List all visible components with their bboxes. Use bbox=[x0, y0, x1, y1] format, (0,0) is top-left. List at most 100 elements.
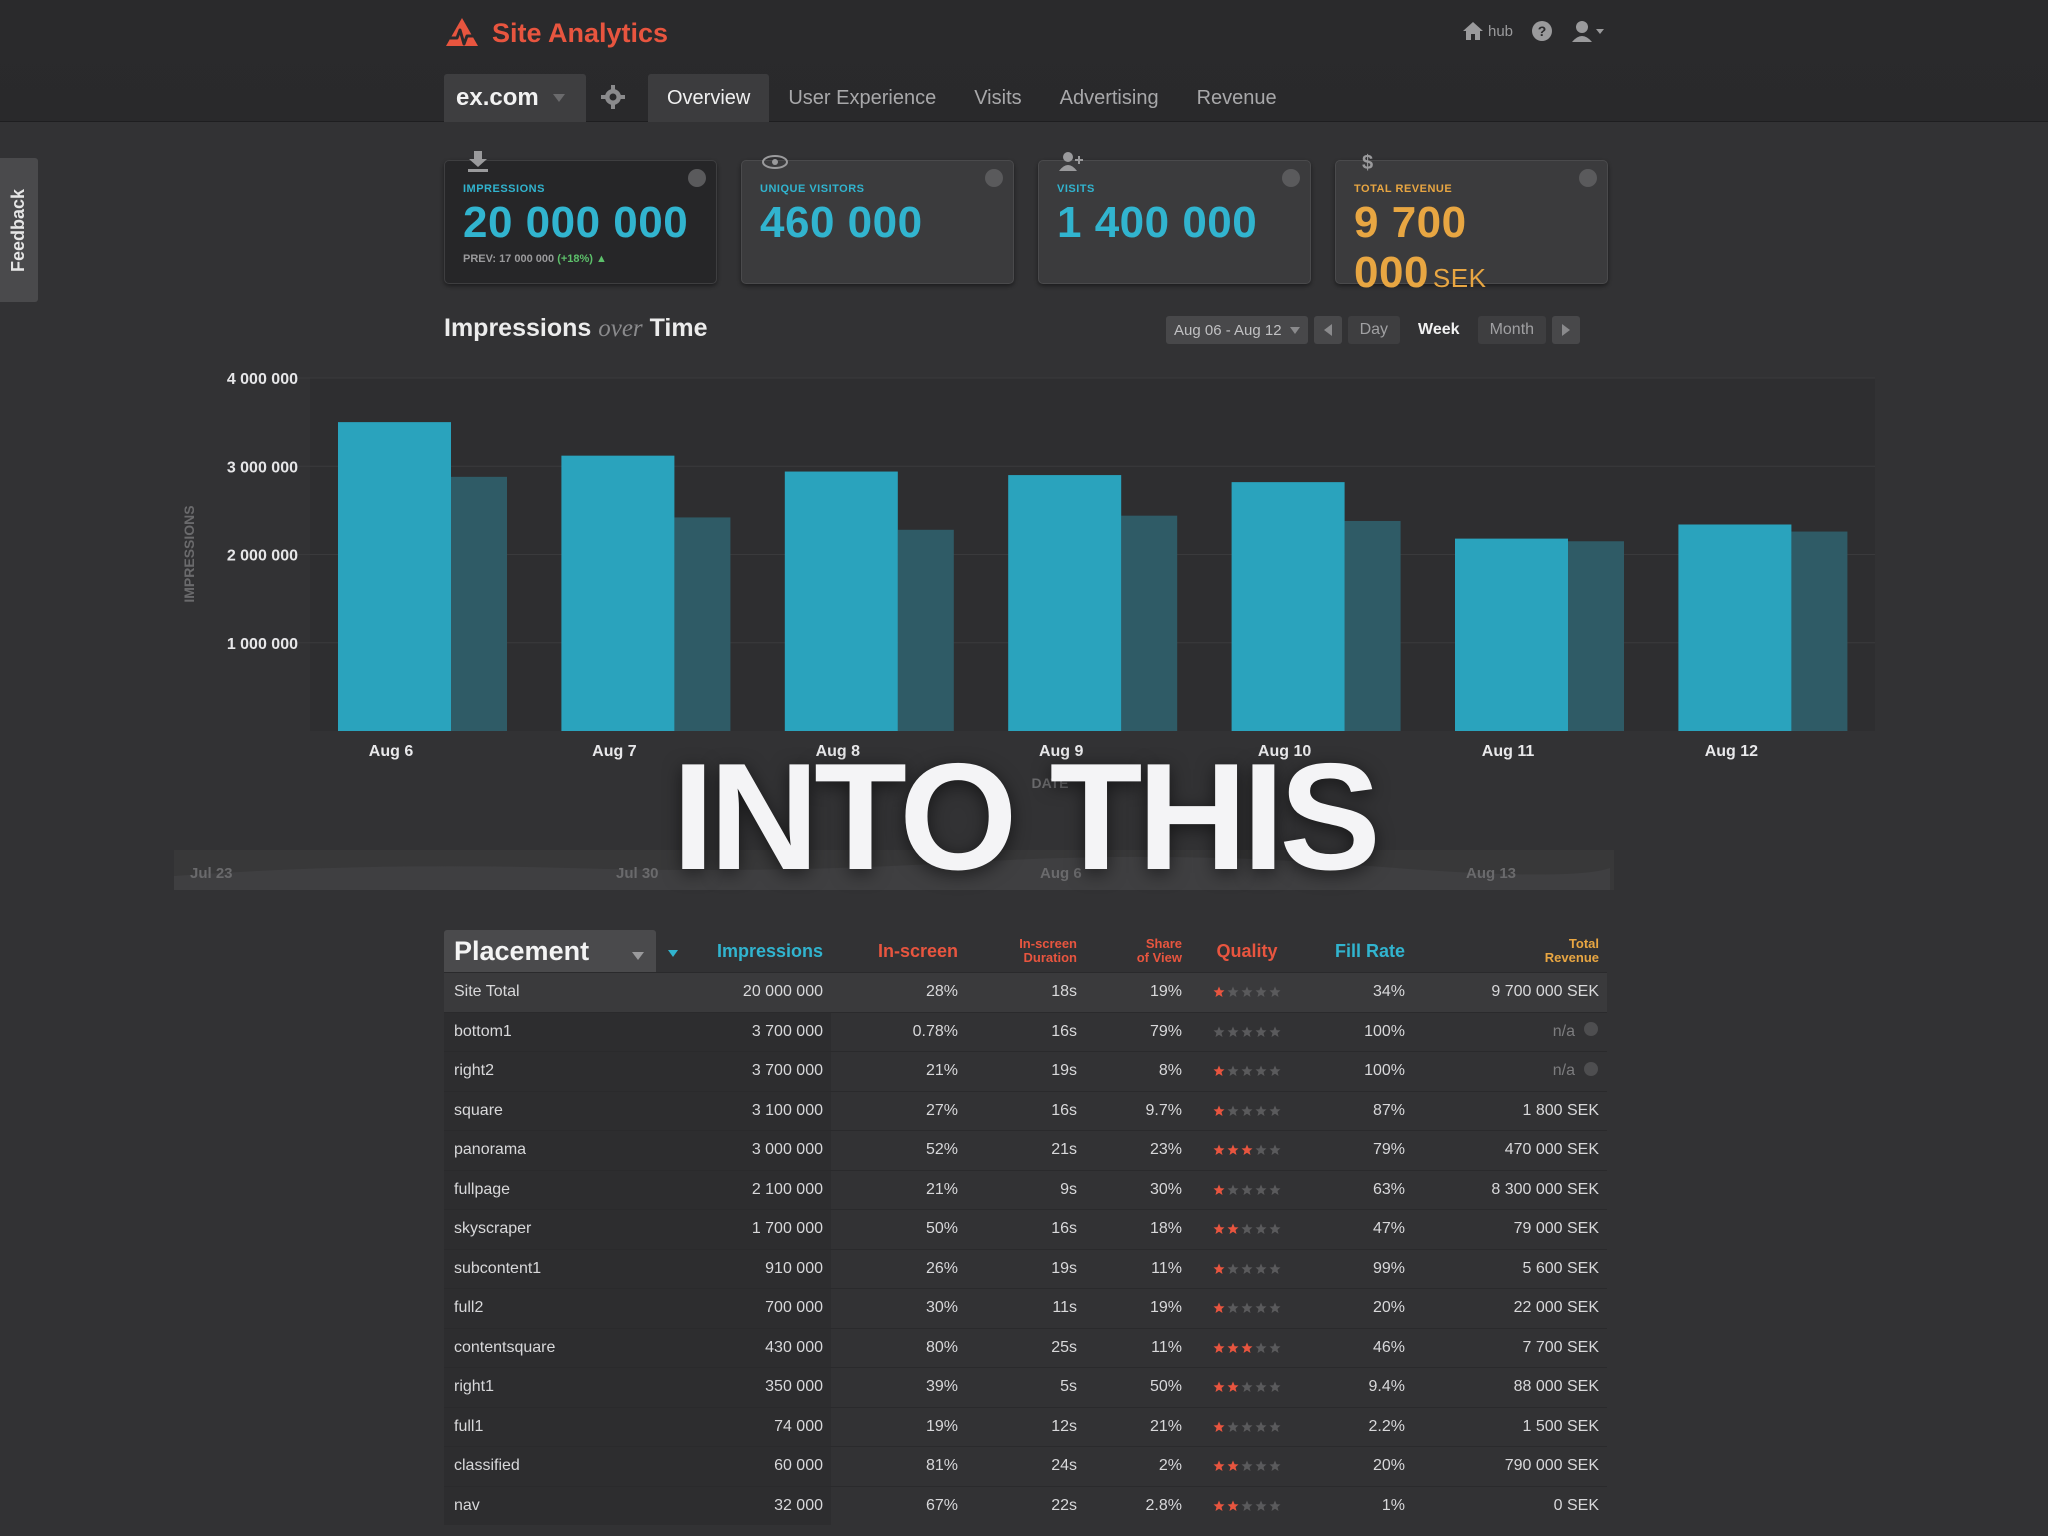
impressions-value: 1 700 000 bbox=[656, 1210, 831, 1249]
duration-value: 21s bbox=[1051, 1141, 1077, 1159]
fill-rate-value: 34% bbox=[1372, 983, 1405, 1001]
card-help-icon[interactable] bbox=[1282, 169, 1300, 187]
star-icon bbox=[1227, 1144, 1239, 1156]
inscreen-duration-header[interactable]: In-screen Duration bbox=[966, 937, 1085, 965]
star-icon bbox=[1269, 1223, 1281, 1235]
unique-visitors-card[interactable]: UNIQUE VISITORS 460 000 bbox=[741, 155, 1014, 284]
header-label: Impressions bbox=[716, 940, 823, 961]
user-menu-icon[interactable] bbox=[1571, 20, 1607, 42]
impressions-value: 74 000 bbox=[656, 1407, 831, 1446]
placement-column-header[interactable]: Placement bbox=[444, 930, 656, 972]
period-week[interactable]: Week bbox=[1418, 321, 1460, 338]
table-row[interactable]: full1 74 000 19% 12s 21% 2.2% 1 500 SEK bbox=[444, 1406, 1607, 1446]
feedback-tab[interactable]: Feedback bbox=[0, 158, 38, 302]
card-help-icon[interactable] bbox=[1579, 169, 1597, 187]
bar-current bbox=[1231, 482, 1345, 731]
share-value: 2% bbox=[1158, 1457, 1182, 1475]
fill-rate-value: 87% bbox=[1372, 1101, 1405, 1119]
impressions-value: 910 000 bbox=[656, 1249, 831, 1288]
duration-value: 12s bbox=[1051, 1417, 1077, 1435]
table-row[interactable]: skyscraper 1 700 000 50% 16s 18% 47% 79 000 SE… bbox=[444, 1209, 1607, 1249]
table-row[interactable]: classified 60 000 81% 24s 2% 20% 790 000 SEK bbox=[444, 1446, 1607, 1486]
table-row[interactable]: contentsquare 430 000 80% 25s 11% 46% 7 700 SE… bbox=[444, 1327, 1607, 1367]
table-row[interactable]: bottom1 3 700 000 0.78% 16s 79% 100% n/a bbox=[444, 1011, 1607, 1051]
share-value: 2.8% bbox=[1145, 1496, 1182, 1514]
fill-rate-value: 9.4% bbox=[1368, 1378, 1405, 1396]
inscreen-header[interactable]: In-screen bbox=[831, 941, 966, 962]
impressions-card[interactable]: IMPRESSIONS 20 000 000 PREV: 17 000 000 … bbox=[444, 151, 717, 284]
x-axis-label: DATE bbox=[1031, 775, 1068, 791]
star-icon bbox=[1213, 1381, 1225, 1393]
help-icon[interactable]: ? bbox=[1531, 20, 1553, 42]
gear-icon[interactable] bbox=[601, 85, 625, 109]
star-icon bbox=[1255, 1342, 1267, 1353]
card-help-icon[interactable] bbox=[688, 169, 706, 187]
currency-unit: SEK bbox=[1432, 263, 1487, 293]
table-row[interactable]: full2 700 000 30% 11s 19% 20% 22 000 SEK bbox=[444, 1288, 1607, 1328]
table-row[interactable]: panorama 3 000 000 52% 21s 23% 79% 470 000 SEK bbox=[444, 1130, 1607, 1170]
table-row[interactable]: nav 32 000 67% 22s 2.8% 1% 0 SEK bbox=[444, 1485, 1607, 1525]
star-icon bbox=[1255, 1223, 1267, 1235]
star-icon bbox=[1241, 1500, 1253, 1511]
next-period-button[interactable] bbox=[1552, 316, 1581, 344]
fill-rate-value: 47% bbox=[1372, 1220, 1405, 1238]
star-rating bbox=[1213, 1500, 1281, 1512]
card-label: TOTAL REVENUE bbox=[1354, 183, 1453, 195]
hub-link[interactable]: hub bbox=[1462, 21, 1513, 41]
table-row[interactable]: square 3 100 000 27% 16s 9.7% 87% 1 800 SEK bbox=[444, 1090, 1607, 1130]
period-month[interactable]: Month bbox=[1477, 316, 1547, 344]
tab-visits[interactable]: Visits bbox=[974, 86, 1022, 109]
bar-previous bbox=[1791, 531, 1848, 731]
revenue-value: 8 300 000 SEK bbox=[1491, 1180, 1599, 1198]
star-icon bbox=[1269, 1381, 1281, 1393]
quality-rating bbox=[1190, 1263, 1304, 1275]
impressions-bar-chart: 1 000 000 2 000 000 3 000 000 4 000 000 IMPR… bbox=[174, 371, 1875, 890]
info-icon[interactable] bbox=[1583, 1061, 1599, 1082]
tab-advertising[interactable]: Advertising bbox=[1059, 86, 1159, 109]
app-brand[interactable]: Site Analytics bbox=[444, 16, 668, 50]
tab-user-experience[interactable]: User Experience bbox=[788, 86, 937, 109]
revenue-value: n/a bbox=[1552, 1062, 1575, 1080]
star-icon bbox=[1269, 1105, 1281, 1116]
tab-revenue[interactable]: Revenue bbox=[1196, 86, 1277, 109]
inscreen-value: 52% bbox=[925, 1141, 958, 1159]
bar-previous bbox=[1568, 541, 1624, 731]
table-row[interactable]: fullpage 2 100 000 21% 9s 30% 63% 8 300 000 SE… bbox=[444, 1169, 1607, 1209]
star-rating bbox=[1213, 1144, 1281, 1156]
share-of-view-header[interactable]: Share of View bbox=[1085, 937, 1190, 965]
quality-header[interactable]: Quality bbox=[1190, 941, 1304, 962]
table-row[interactable]: right2 3 700 000 21% 19s 8% 100% n/a bbox=[444, 1051, 1607, 1091]
table-row[interactable]: subcontent1 910 000 26% 19s 11% 99% 5 600 SEK bbox=[444, 1248, 1607, 1288]
inscreen-value: 21% bbox=[925, 1180, 958, 1198]
table-row[interactable]: right1 350 000 39% 5s 50% 9.4% 88 000 SEK bbox=[444, 1367, 1607, 1407]
share-value: 19% bbox=[1149, 1299, 1182, 1317]
quality-rating bbox=[1190, 1065, 1304, 1077]
duration-value: 19s bbox=[1051, 1259, 1077, 1277]
info-icon[interactable] bbox=[1583, 1021, 1599, 1042]
fill-rate-header[interactable]: Fill Rate bbox=[1304, 941, 1413, 962]
header-label: In-screen bbox=[877, 940, 958, 961]
impressions-value: 3 700 000 bbox=[656, 1052, 831, 1091]
total-revenue-header[interactable]: Total Revenue bbox=[1413, 937, 1607, 965]
site-total-row[interactable]: Site Total 20 000 000 28% 18s 19% 34% 9 700 00… bbox=[444, 972, 1607, 1012]
quality-rating bbox=[1190, 1144, 1304, 1156]
star-rating bbox=[1213, 1381, 1281, 1393]
impressions-header[interactable]: Impressions bbox=[656, 941, 831, 962]
card-help-icon[interactable] bbox=[985, 169, 1003, 187]
header-label: Fill Rate bbox=[1334, 940, 1405, 961]
star-icon bbox=[1241, 1381, 1253, 1393]
navigator-label: Aug 6 bbox=[1040, 865, 1082, 882]
fill-rate-value: 1% bbox=[1381, 1496, 1405, 1514]
period-day[interactable]: Day bbox=[1347, 316, 1401, 344]
visits-card[interactable]: VISITS 1 400 000 bbox=[1038, 152, 1311, 284]
date-range-select[interactable]: Aug 06 - Aug 12 bbox=[1166, 316, 1308, 344]
site-selector[interactable]: ex.com bbox=[444, 74, 586, 122]
impressions-value: 3 100 000 bbox=[656, 1091, 831, 1130]
total-revenue-card[interactable]: $ TOTAL REVENUE 9 700 000 SEK bbox=[1335, 152, 1608, 297]
tab-overview[interactable]: Overview bbox=[648, 74, 770, 122]
navigator-label: Jul 23 bbox=[190, 865, 233, 882]
previous-period-button[interactable] bbox=[1313, 316, 1342, 344]
star-icon bbox=[1213, 1026, 1225, 1037]
placement-name: full2 bbox=[444, 1289, 656, 1328]
star-icon bbox=[1213, 1263, 1225, 1274]
